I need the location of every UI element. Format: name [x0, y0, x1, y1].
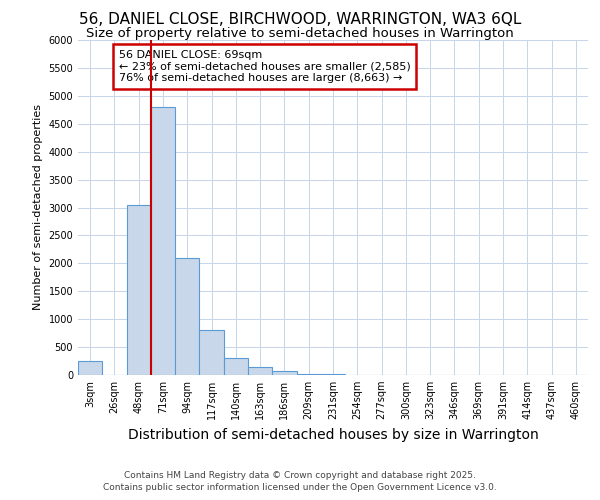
X-axis label: Distribution of semi-detached houses by size in Warrington: Distribution of semi-detached houses by …: [128, 428, 538, 442]
Bar: [272, 371, 296, 375]
Bar: [175, 258, 199, 375]
Text: 56, DANIEL CLOSE, BIRCHWOOD, WARRINGTON, WA3 6QL: 56, DANIEL CLOSE, BIRCHWOOD, WARRINGTON,…: [79, 12, 521, 28]
Bar: [296, 374, 321, 375]
Text: 56 DANIEL CLOSE: 69sqm
← 23% of semi-detached houses are smaller (2,585)
76% of : 56 DANIEL CLOSE: 69sqm ← 23% of semi-det…: [119, 50, 410, 83]
Bar: [78, 361, 102, 375]
Bar: [224, 358, 248, 375]
Bar: [199, 330, 224, 375]
Bar: [321, 374, 345, 375]
Text: Contains HM Land Registry data © Crown copyright and database right 2025.
Contai: Contains HM Land Registry data © Crown c…: [103, 471, 497, 492]
Bar: [248, 367, 272, 375]
Y-axis label: Number of semi-detached properties: Number of semi-detached properties: [33, 104, 43, 310]
Bar: [127, 204, 151, 375]
Text: Size of property relative to semi-detached houses in Warrington: Size of property relative to semi-detach…: [86, 28, 514, 40]
Bar: [151, 107, 175, 375]
